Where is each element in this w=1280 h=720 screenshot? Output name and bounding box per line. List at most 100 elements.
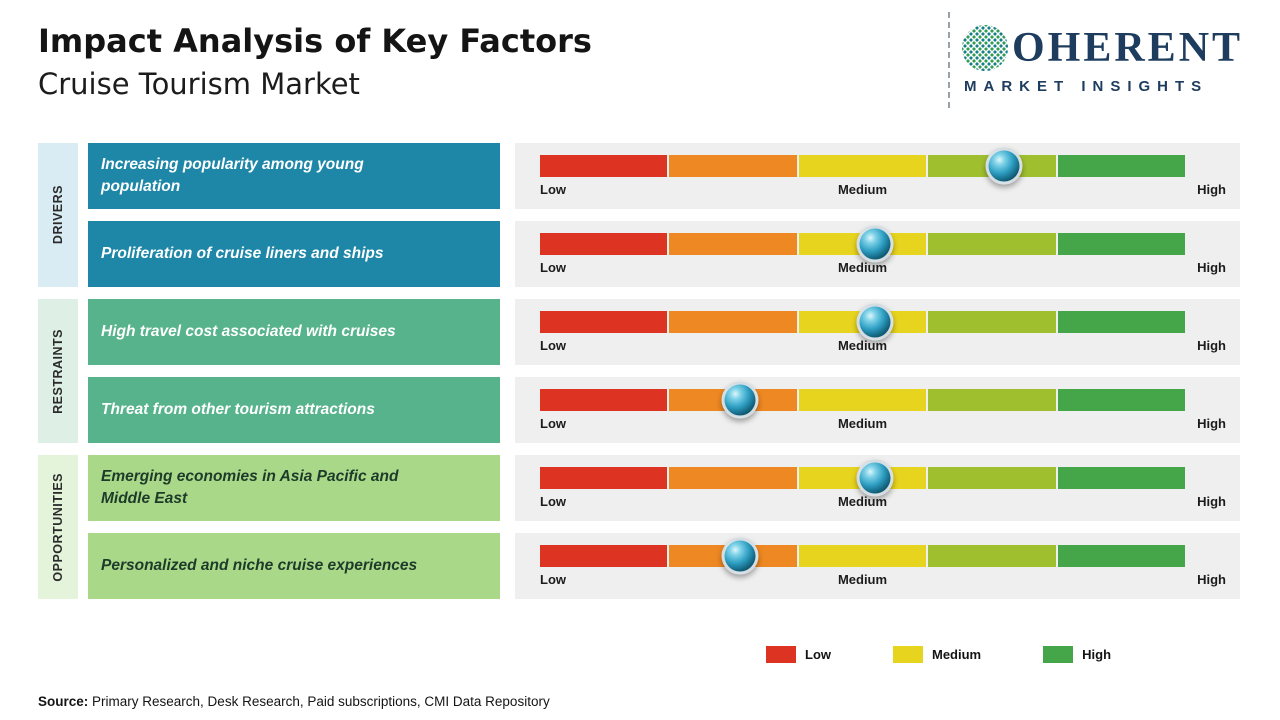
gauge-bar-area (540, 381, 1186, 419)
legend-swatch (893, 646, 923, 663)
factor-groups: DRIVERS Increasing popularity among young… (38, 143, 1240, 599)
factor-label: High travel cost associated with cruises (101, 322, 396, 340)
gauge-segment-1 (540, 233, 668, 255)
factor-label: Proliferation of cruise liners and ships (101, 244, 384, 262)
factor-box: Increasing popularity among young popula… (88, 143, 500, 209)
gauge-segment-4 (928, 467, 1056, 489)
gauge-segment-5 (1057, 311, 1186, 333)
brand-row: OHERENT (962, 25, 1266, 71)
impact-gauge: Low Medium High (515, 533, 1240, 599)
factor-row: Proliferation of cruise liners and ships… (88, 221, 1240, 287)
gauge-segment-2 (669, 233, 797, 255)
scale-label-medium: Medium (837, 338, 888, 353)
legend-item: High (1043, 646, 1111, 663)
logo-c-icon (962, 25, 1008, 71)
brand-name: OHERENT (1012, 25, 1244, 71)
factor-row: Emerging economies in Asia Pacific and M… (88, 455, 1240, 521)
gauge-segment-4 (928, 311, 1056, 333)
gauge-segment-1 (540, 545, 668, 567)
factor-row: Threat from other tourism attractions Low… (88, 377, 1240, 443)
gauge-bar (540, 467, 1186, 489)
impact-gauge: Low Medium High (515, 455, 1240, 521)
impact-gauge: Low Medium High (515, 299, 1240, 365)
scale-label-low: Low (540, 338, 566, 353)
gauge-bar-area (540, 225, 1186, 263)
gauge-segment-2 (669, 467, 797, 489)
factor-row: High travel cost associated with cruises… (88, 299, 1240, 365)
gauge-segment-2 (669, 311, 797, 333)
factor-label: Threat from other tourism attractions (101, 400, 375, 418)
factor-box: Threat from other tourism attractions (88, 377, 500, 443)
gauge-bar-area (540, 537, 1186, 575)
page-title: Impact Analysis of Key Factors (38, 22, 592, 60)
legend-swatch (1043, 646, 1074, 663)
legend: Low Medium High (766, 646, 1111, 663)
scale-labels: Low Medium High (540, 572, 1226, 592)
scale-label-low: Low (540, 182, 566, 197)
scale-label-high: High (1197, 494, 1226, 509)
factor-label: Personalized and niche cruise experience… (101, 556, 418, 574)
factor-box: Proliferation of cruise liners and ships (88, 221, 500, 287)
scale-labels: Low Medium High (540, 494, 1226, 514)
header: Impact Analysis of Key Factors Cruise To… (38, 22, 592, 101)
scale-label-low: Low (540, 494, 566, 509)
gauge-segment-5 (1057, 233, 1186, 255)
scale-label-high: High (1197, 338, 1226, 353)
legend-item: Low (766, 646, 831, 663)
source-note: Source: Primary Research, Desk Research,… (38, 694, 550, 709)
scale-labels: Low Medium High (540, 260, 1226, 280)
factor-row: Increasing popularity among young popula… (88, 143, 1240, 209)
impact-marker (721, 381, 759, 419)
brand-logo: OHERENT MARKET INSIGHTS (948, 12, 1266, 108)
gauge-bar (540, 545, 1186, 567)
gauge-bar-area (540, 459, 1186, 497)
scale-label-high: High (1197, 260, 1226, 275)
impact-marker (856, 459, 894, 497)
gauge-segment-4 (928, 389, 1056, 411)
scale-label-high: High (1197, 572, 1226, 587)
impact-marker (856, 303, 894, 341)
scale-label-low: Low (540, 572, 566, 587)
brand-tagline: MARKET INSIGHTS (964, 78, 1209, 95)
impact-marker (985, 147, 1023, 185)
category-label: RESTRAINTS (38, 299, 78, 443)
scale-label-medium: Medium (837, 260, 888, 275)
source-text: Primary Research, Desk Research, Paid su… (92, 694, 550, 709)
gauge-segment-5 (1057, 389, 1186, 411)
gauge-segment-3 (798, 545, 927, 567)
impact-marker (721, 537, 759, 575)
scale-label-low: Low (540, 260, 566, 275)
impact-marker (856, 225, 894, 263)
impact-gauge: Low Medium High (515, 221, 1240, 287)
factor-box: High travel cost associated with cruises (88, 299, 500, 365)
legend-swatch (766, 646, 796, 663)
impact-gauge: Low Medium High (515, 143, 1240, 209)
scale-label-medium: Medium (837, 416, 888, 431)
gauge-segment-2 (669, 155, 797, 177)
legend-label: High (1082, 647, 1112, 662)
gauge-bar (540, 389, 1186, 411)
category-label-text: RESTRAINTS (51, 328, 65, 414)
factor-label: Increasing popularity among young popula… (101, 155, 364, 195)
scale-label-high: High (1197, 182, 1226, 197)
scale-labels: Low Medium High (540, 416, 1226, 436)
gauge-segment-1 (540, 155, 668, 177)
factor-group: DRIVERS Increasing popularity among young… (38, 143, 1240, 287)
scale-label-low: Low (540, 416, 566, 431)
scale-labels: Low Medium High (540, 182, 1226, 202)
gauge-segment-1 (540, 311, 668, 333)
legend-label: Low (805, 647, 831, 662)
category-label-text: OPPORTUNITIES (51, 472, 65, 582)
legend-item: Medium (893, 646, 981, 663)
impact-gauge: Low Medium High (515, 377, 1240, 443)
gauge-segment-5 (1057, 155, 1186, 177)
factor-row: Personalized and niche cruise experience… (88, 533, 1240, 599)
gauge-segment-3 (798, 389, 927, 411)
group-rows: High travel cost associated with cruises… (88, 299, 1240, 443)
source-label: Source: (38, 694, 89, 709)
category-label-text: DRIVERS (51, 185, 65, 245)
scale-label-medium: Medium (837, 494, 888, 509)
factor-box: Emerging economies in Asia Pacific and M… (88, 455, 500, 521)
category-label: DRIVERS (38, 143, 78, 287)
